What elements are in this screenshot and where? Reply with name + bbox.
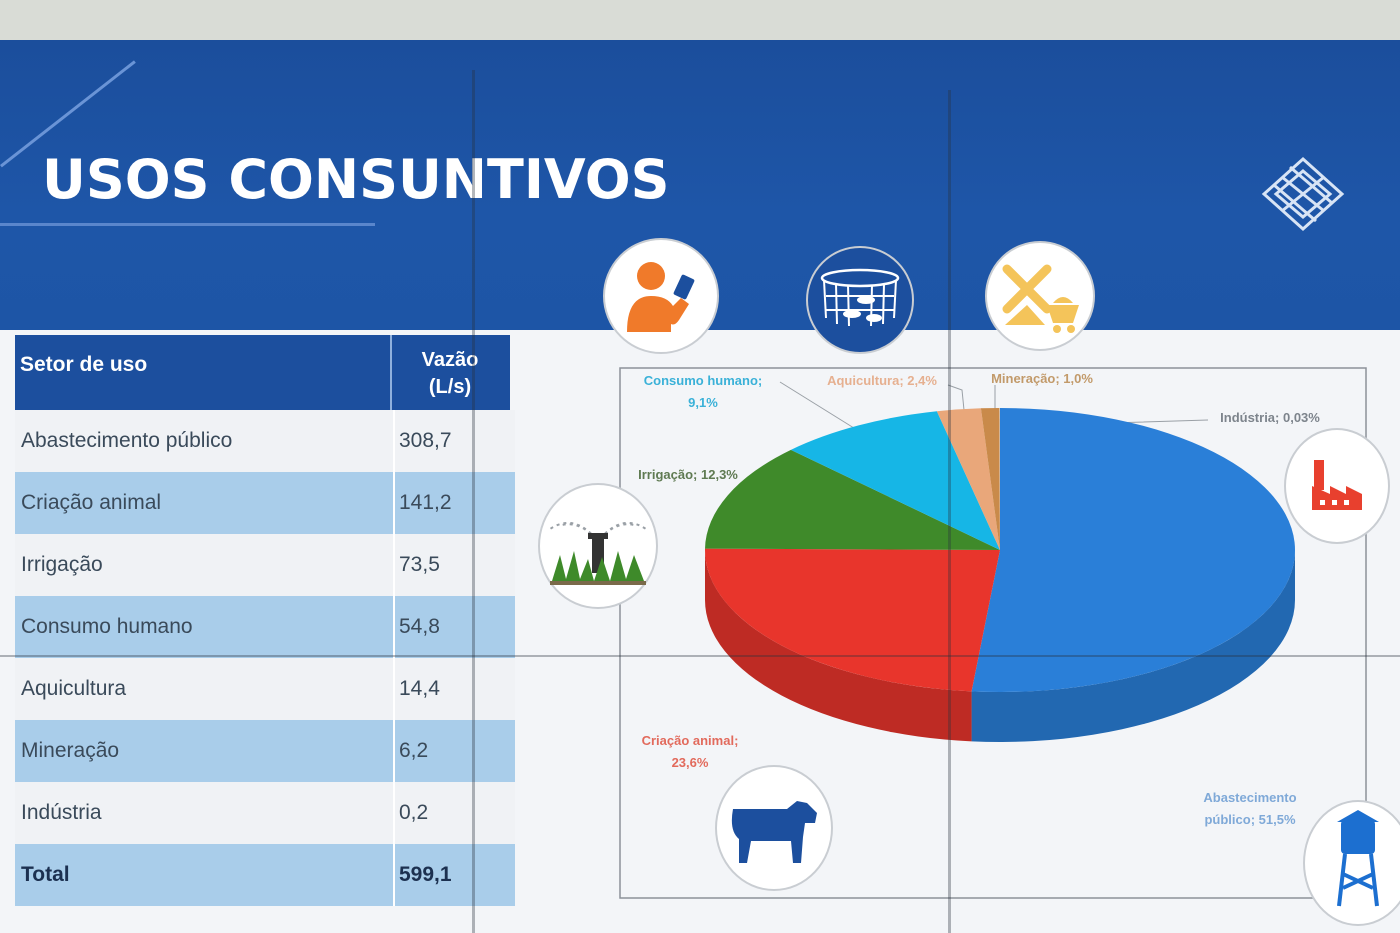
water-tower-icon: [1303, 800, 1400, 926]
flow-header-line1: Vazão: [421, 349, 479, 371]
label-line: 23,6%: [671, 755, 709, 770]
row-sector: Aquicultura: [21, 677, 127, 700]
pie-slices: [705, 408, 1295, 692]
pie-slice-0: [971, 408, 1295, 692]
row-sector: Irrigação: [21, 553, 103, 576]
total-value: 599,1: [399, 863, 452, 886]
fish-net-icon: [806, 246, 914, 354]
row-flow: 0,2: [399, 801, 429, 824]
column-header-flow: Vazão (L/s): [395, 347, 505, 401]
column-header-sector: Setor de uso: [20, 353, 148, 376]
person-drinking-icon: [603, 238, 719, 354]
factory-icon: [1284, 428, 1390, 544]
presentation-slide: USOS CONSUNTIVOS Setor de uso Vazão (L/s…: [0, 40, 1400, 933]
pie-slice-3: [790, 411, 1000, 550]
cell-divider: [393, 844, 395, 906]
pie-sides: [705, 550, 1295, 743]
data-label-irrigacao: Irrigação; 12,3%: [618, 464, 758, 486]
cell-divider: [393, 596, 395, 658]
row-sector: Abastecimento público: [21, 429, 233, 452]
pie-chart: [619, 367, 1367, 899]
pie-slice-2: [705, 449, 1000, 550]
table-total-row: Total 599,1: [15, 844, 515, 906]
cell-divider: [393, 782, 395, 844]
label-line: Aquicultura; 2,4%: [827, 373, 937, 388]
row-flow: 14,4: [399, 677, 440, 700]
row-flow: 141,2: [399, 491, 452, 514]
table-row: Criação animal 141,2: [15, 472, 515, 534]
label-line: Consumo humano;: [643, 373, 763, 388]
label-line: Indústria; 0,03%: [1220, 410, 1320, 425]
data-label-abastecimento: Abastecimento público; 51,5%: [1180, 787, 1320, 831]
table-row: Abastecimento público 308,7: [15, 410, 515, 472]
label-line: Abastecimento: [1203, 790, 1297, 805]
cell-divider: [393, 720, 395, 782]
pie-slice-4: [936, 408, 1000, 550]
flow-header-line2: (L/s): [428, 376, 472, 398]
label-line: público; 51,5%: [1204, 812, 1296, 827]
row-sector: Mineração: [21, 739, 120, 762]
row-flow: 6,2: [399, 739, 429, 762]
sprinkler-icon: [538, 483, 658, 609]
screen-seam: [0, 655, 1400, 657]
data-label-consumo: Consumo humano; 9,1%: [628, 370, 778, 414]
cell-divider: [393, 658, 395, 720]
title-underline: [0, 223, 375, 226]
row-flow: 73,5: [399, 553, 440, 576]
label-line: 9,1%: [688, 395, 718, 410]
pie-side-0: [971, 550, 1295, 743]
row-sector: Consumo humano: [21, 615, 193, 638]
mining-cart-icon: [985, 241, 1095, 351]
row-sector: Criação animal: [21, 491, 162, 514]
header-divider: [390, 335, 392, 410]
data-label-criacao: Criação animal; 23,6%: [620, 730, 760, 774]
table-row: Irrigação 73,5: [15, 534, 515, 596]
table-row: Aquicultura 14,4: [15, 658, 515, 720]
pie-side-1: [705, 550, 972, 742]
pie-slice-1: [705, 548, 1000, 692]
pie-slice-6: [999, 408, 1000, 550]
pie-slice-5: [980, 408, 1000, 550]
label-line: Criação animal;: [641, 733, 739, 748]
chart-frame: [619, 367, 1367, 899]
cell-divider: [393, 410, 395, 472]
data-label-aquicultura: Aquicultura; 2,4%: [812, 370, 952, 392]
row-flow: 308,7: [399, 429, 452, 452]
brand-logo-icon: [1261, 156, 1345, 232]
row-sector: Indústria: [21, 801, 102, 824]
data-label-industria: Indústria; 0,03%: [1200, 407, 1340, 429]
screen-seam: [472, 70, 475, 933]
screen-seam: [948, 90, 951, 933]
label-line: Mineração; 1,0%: [991, 371, 1093, 386]
table-row: Consumo humano 54,8: [15, 596, 515, 658]
table-row: Mineração 6,2: [15, 720, 515, 782]
total-label: Total: [21, 863, 70, 886]
data-label-mineracao: Mineração; 1,0%: [972, 368, 1112, 390]
table-header: Setor de uso Vazão (L/s): [15, 335, 510, 410]
cell-divider: [393, 534, 395, 596]
label-line: Irrigação; 12,3%: [638, 467, 738, 482]
table-row: Indústria 0,2: [15, 782, 515, 844]
cow-icon: [715, 765, 833, 891]
row-flow: 54,8: [399, 615, 440, 638]
page-title: USOS CONSUNTIVOS: [42, 148, 670, 211]
cell-divider: [393, 472, 395, 534]
